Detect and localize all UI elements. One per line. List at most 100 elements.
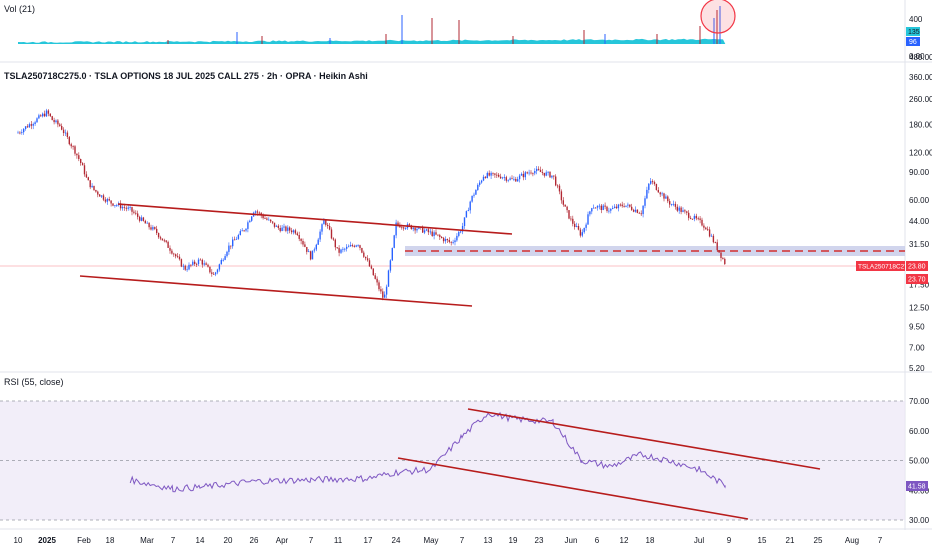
upper-channel-trendline[interactable] — [117, 203, 513, 235]
candle-body — [224, 256, 226, 260]
candle-body — [36, 118, 38, 123]
candle-body — [45, 110, 48, 117]
time-tick: 13 — [484, 536, 493, 545]
candle-body — [640, 213, 642, 215]
rsi-lower-trendline[interactable] — [397, 457, 749, 520]
candle-body — [175, 254, 177, 257]
candle-body — [97, 191, 99, 195]
candle-body — [596, 206, 599, 208]
candle-body — [133, 211, 135, 213]
rsi-upper-trendline[interactable] — [467, 408, 821, 470]
rsi-tick: 70.00 — [909, 397, 930, 406]
price-tick: 5.20 — [909, 364, 925, 373]
candle-body — [526, 172, 528, 174]
candle-body — [608, 210, 610, 212]
candle-body — [577, 226, 580, 230]
candle-body — [294, 230, 297, 234]
candle-body — [226, 251, 228, 257]
candle-body — [674, 203, 677, 207]
candle-body — [319, 231, 321, 240]
candle-body — [51, 116, 53, 121]
candle-body — [290, 230, 293, 233]
candle-body — [99, 194, 101, 197]
candle-body — [503, 177, 506, 178]
candle-body — [566, 206, 568, 211]
price-tick: 7.00 — [909, 344, 925, 353]
candle-body — [351, 245, 354, 246]
rsi-line[interactable] — [129, 411, 726, 493]
candle-body — [621, 204, 623, 207]
candle-body — [655, 184, 658, 190]
candle-body — [325, 220, 327, 225]
candle-body — [205, 263, 207, 265]
candle-body — [697, 218, 699, 220]
candle-body — [623, 206, 625, 207]
price-tick: 31.50 — [909, 240, 930, 249]
candle-body — [539, 169, 542, 172]
candle-body — [547, 171, 549, 173]
candle-body — [95, 190, 97, 192]
candle-body — [209, 266, 211, 273]
time-axis[interactable]: 10 2025 Feb 18 Mar 7 14 20 26 Apr 7 11 17 24 May 7 13 19 2… — [14, 536, 883, 545]
candle-body — [412, 227, 414, 230]
candle-body — [355, 245, 357, 247]
candle-body — [442, 237, 445, 242]
candle-body — [492, 172, 494, 174]
candle-body — [537, 168, 540, 170]
candle-body — [615, 206, 618, 209]
rsi-pane[interactable]: RSI (55, close) 70.0060.0050.0040.0030.0… — [0, 377, 930, 525]
candle-body — [85, 174, 88, 178]
price-axis[interactable]: 480.00 360.00 260.00 180.00 120.00 90.00 60.00… — [909, 53, 932, 373]
candle-body — [285, 226, 287, 231]
candle-body — [433, 232, 435, 236]
candle-body — [391, 247, 393, 261]
candle-body — [602, 205, 604, 210]
candle-body — [366, 258, 369, 261]
time-tick: 17 — [364, 536, 373, 545]
candle-body — [532, 173, 534, 175]
candle-body — [353, 245, 355, 247]
candle-body — [477, 184, 479, 190]
candle-body — [150, 227, 152, 230]
candle-body — [475, 190, 477, 195]
time-tick: Mar — [140, 536, 154, 545]
time-tick: 18 — [646, 536, 655, 545]
candle-body — [450, 241, 452, 243]
candle-body — [184, 265, 186, 270]
candle-body — [368, 260, 371, 267]
candle-body — [222, 259, 224, 261]
candle-body — [501, 177, 504, 179]
candle-body — [682, 210, 684, 212]
candle-body — [127, 207, 129, 209]
candle-body — [473, 194, 475, 196]
candle-body — [55, 120, 57, 123]
time-tick: 15 — [758, 536, 767, 545]
candle-body — [585, 224, 587, 228]
symbol-tag — [856, 261, 905, 271]
price-tick: 9.50 — [909, 323, 925, 332]
candle-body — [397, 222, 399, 225]
lower-channel-trendline[interactable] — [79, 275, 473, 307]
candle-body — [106, 199, 108, 202]
candle-body — [311, 250, 314, 260]
candle-body — [68, 137, 70, 145]
candle-body — [587, 214, 589, 225]
candle-body — [309, 251, 312, 260]
candle-body — [463, 217, 466, 226]
candle-body — [699, 218, 701, 220]
candle-body — [232, 239, 234, 247]
candle-body — [313, 249, 316, 251]
volume-pane[interactable]: Vol (21) 400 0.00 135 96 — [4, 0, 925, 61]
candle-body — [251, 216, 253, 221]
candle-body — [121, 206, 124, 209]
candle-body — [211, 272, 213, 274]
candle-body — [594, 207, 597, 209]
candle-body — [178, 256, 181, 260]
time-tick: 14 — [196, 536, 205, 545]
candle-body — [583, 227, 585, 233]
price-pane[interactable]: TSLA250718C275.0 · TSLA OPTIONS 18 JUL 2… — [0, 53, 932, 373]
volume-area — [18, 38, 726, 44]
candle-body — [361, 248, 363, 253]
